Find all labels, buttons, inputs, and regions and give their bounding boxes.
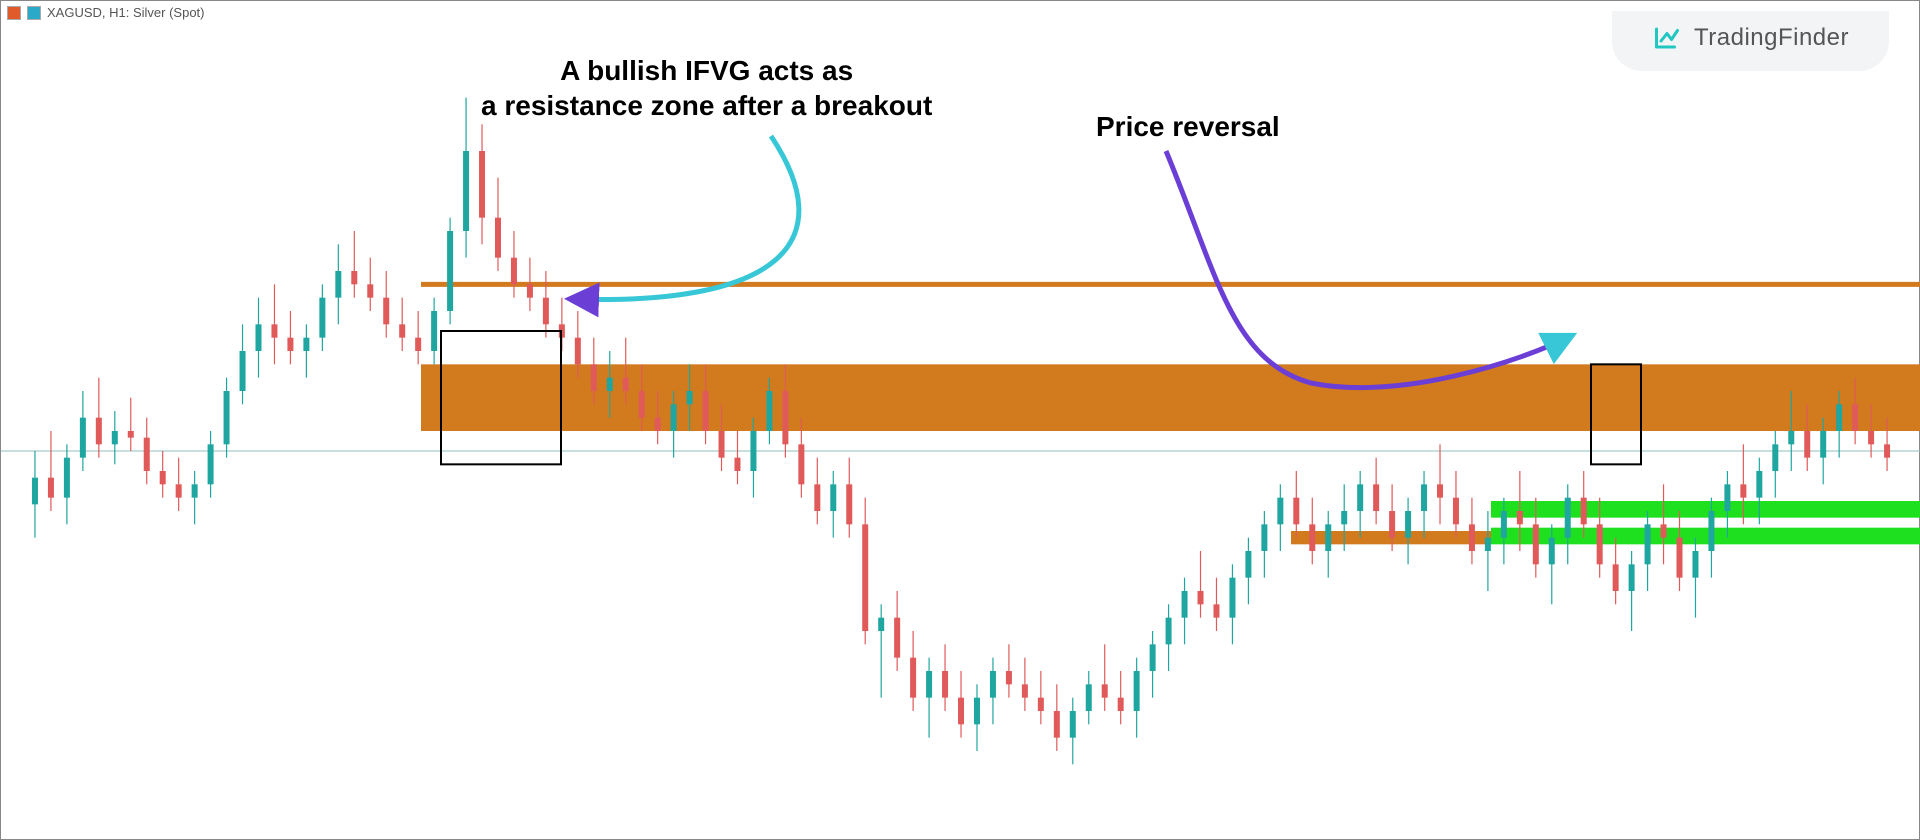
chart-svg[interactable]	[1, 1, 1920, 840]
arrows-layer	[571, 136, 1571, 388]
zones-layer	[421, 284, 1920, 544]
chart-frame: XAGUSD, H1: Silver (Spot) TradingFinder …	[0, 0, 1920, 840]
